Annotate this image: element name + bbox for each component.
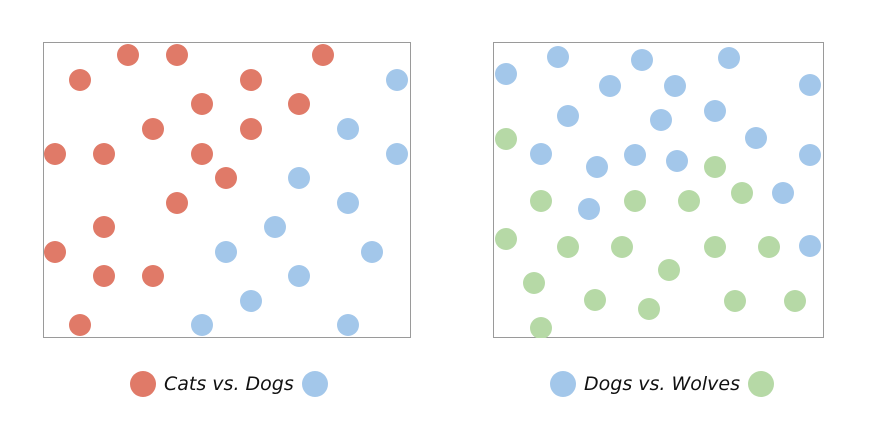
dog-point bbox=[530, 143, 552, 165]
cat-point bbox=[117, 44, 139, 66]
dog-point bbox=[337, 118, 359, 140]
dog-point bbox=[191, 314, 213, 336]
dog-point bbox=[799, 235, 821, 257]
cat-point bbox=[240, 69, 262, 91]
cat-point bbox=[191, 93, 213, 115]
wolf-point bbox=[584, 289, 606, 311]
cat-point bbox=[69, 314, 91, 336]
scatter-plot-cats-vs-dogs bbox=[43, 42, 411, 338]
dog-point bbox=[557, 105, 579, 127]
legend-label: Dogs vs. Wolves bbox=[584, 373, 740, 395]
cat-point bbox=[288, 93, 310, 115]
scatter-panel-cats-vs-dogs bbox=[43, 42, 411, 338]
dog-point bbox=[586, 156, 608, 178]
plot-frame bbox=[493, 42, 824, 338]
wolf-point bbox=[731, 182, 753, 204]
wolf-point bbox=[658, 259, 680, 281]
dog-point bbox=[288, 167, 310, 189]
wolf-point bbox=[784, 290, 806, 312]
dog-point bbox=[386, 69, 408, 91]
dog-point bbox=[664, 75, 686, 97]
cat-point bbox=[44, 241, 66, 263]
cat-point bbox=[166, 192, 188, 214]
cat-point bbox=[166, 44, 188, 66]
dog-point bbox=[599, 75, 621, 97]
wolf-point bbox=[523, 272, 545, 294]
dog-point bbox=[386, 143, 408, 165]
cat-point bbox=[69, 69, 91, 91]
wolf-point bbox=[724, 290, 746, 312]
dog-point bbox=[215, 241, 237, 263]
cat-point bbox=[142, 265, 164, 287]
cat-point bbox=[215, 167, 237, 189]
dog-point bbox=[631, 49, 653, 71]
dog-point bbox=[624, 144, 646, 166]
legend-right-swatch bbox=[301, 371, 328, 397]
legend-right-swatch bbox=[748, 371, 774, 397]
dog-point bbox=[264, 216, 286, 238]
dog-point bbox=[288, 265, 310, 287]
wolf-point bbox=[678, 190, 700, 212]
plot-frame bbox=[43, 42, 411, 338]
dog-point bbox=[745, 127, 767, 149]
wolf-point bbox=[624, 190, 646, 212]
wolf-point bbox=[557, 236, 579, 258]
wolf-point bbox=[611, 236, 633, 258]
dog-point bbox=[495, 63, 517, 85]
legend-left-swatch bbox=[550, 371, 576, 397]
dog-point bbox=[799, 144, 821, 166]
dog-point bbox=[718, 47, 740, 69]
dog-point bbox=[361, 241, 383, 263]
scatter-panel-dogs-vs-wolves bbox=[493, 42, 824, 338]
wolf-point bbox=[758, 236, 780, 258]
cat-point bbox=[44, 143, 66, 165]
dog-point bbox=[666, 150, 688, 172]
cat-point bbox=[312, 44, 334, 66]
legend-label: Cats vs. Dogs bbox=[164, 373, 294, 395]
wolf-point bbox=[495, 128, 517, 150]
wolf-point bbox=[704, 156, 726, 178]
cat-point bbox=[240, 118, 262, 140]
dog-point bbox=[799, 74, 821, 96]
scatter-plot-dogs-vs-wolves bbox=[493, 42, 824, 338]
legend-dogs-vs-wolves: Dogs vs. Wolves bbox=[550, 371, 774, 397]
cat-point bbox=[191, 143, 213, 165]
cat-point bbox=[93, 265, 115, 287]
legend-left-swatch bbox=[130, 371, 156, 397]
dog-point bbox=[240, 290, 262, 312]
legend-cats-vs-dogs: Cats vs. Dogs bbox=[130, 371, 328, 397]
wolf-point bbox=[530, 190, 552, 212]
cat-point bbox=[93, 216, 115, 238]
dog-point bbox=[337, 314, 359, 336]
dog-point bbox=[547, 46, 569, 68]
wolf-point bbox=[495, 228, 517, 250]
dog-point bbox=[772, 182, 794, 204]
wolf-point bbox=[704, 236, 726, 258]
dog-point bbox=[578, 198, 600, 220]
dog-point bbox=[704, 100, 726, 122]
dog-point bbox=[337, 192, 359, 214]
cat-point bbox=[142, 118, 164, 140]
wolf-point bbox=[638, 298, 660, 320]
wolf-point bbox=[530, 317, 552, 338]
dog-point bbox=[650, 109, 672, 131]
cat-point bbox=[93, 143, 115, 165]
